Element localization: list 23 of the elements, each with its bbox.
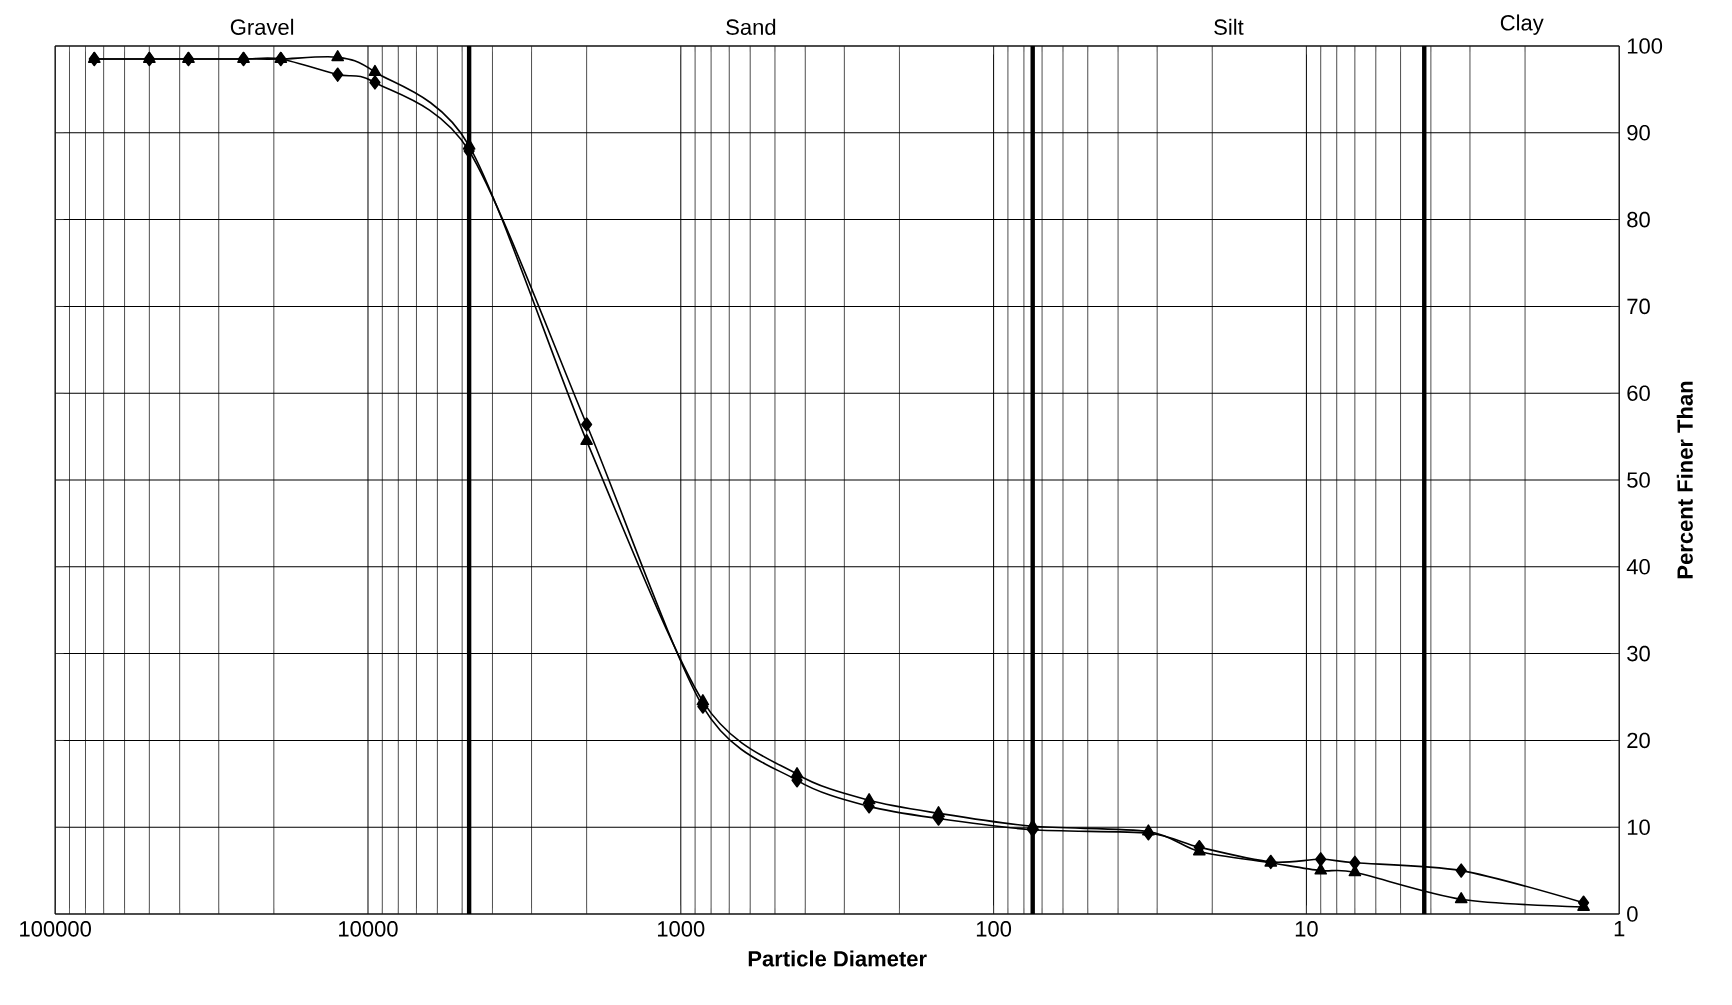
y-tick-label: 0 (1627, 906, 1638, 922)
text: Sand (726, 18, 776, 35)
y-axis-title: Percent Finer Than (1676, 381, 1693, 579)
y-tick-label: 70 (1627, 298, 1650, 315)
text: Clay (1500, 14, 1544, 35)
y-tick-label: 50 (1627, 472, 1650, 488)
x-tick-label: 1000 (657, 921, 705, 937)
x-axis-title: Particle Diameter (748, 950, 927, 967)
y-tick-label: 10 (1627, 819, 1650, 835)
text: Silt (1214, 18, 1244, 35)
y-tick-label: 40 (1626, 559, 1650, 575)
x-tick-label: 10 (1295, 921, 1318, 937)
x-tick-label: 100000 (20, 921, 91, 937)
text: Gravel (230, 18, 294, 35)
y-tick-label: 90 (1627, 125, 1650, 141)
y-tick-label: 100 (1627, 38, 1663, 54)
y-tick-label: 60 (1627, 385, 1650, 401)
y-tick-label: 20 (1627, 732, 1650, 749)
y-tick-label: 80 (1627, 211, 1650, 228)
y-tick-label: 30 (1627, 645, 1650, 662)
x-tick-label: 10000 (339, 921, 398, 937)
x-tick-label: 1 (1614, 921, 1625, 937)
x-tick-label: 100 (976, 921, 1012, 937)
